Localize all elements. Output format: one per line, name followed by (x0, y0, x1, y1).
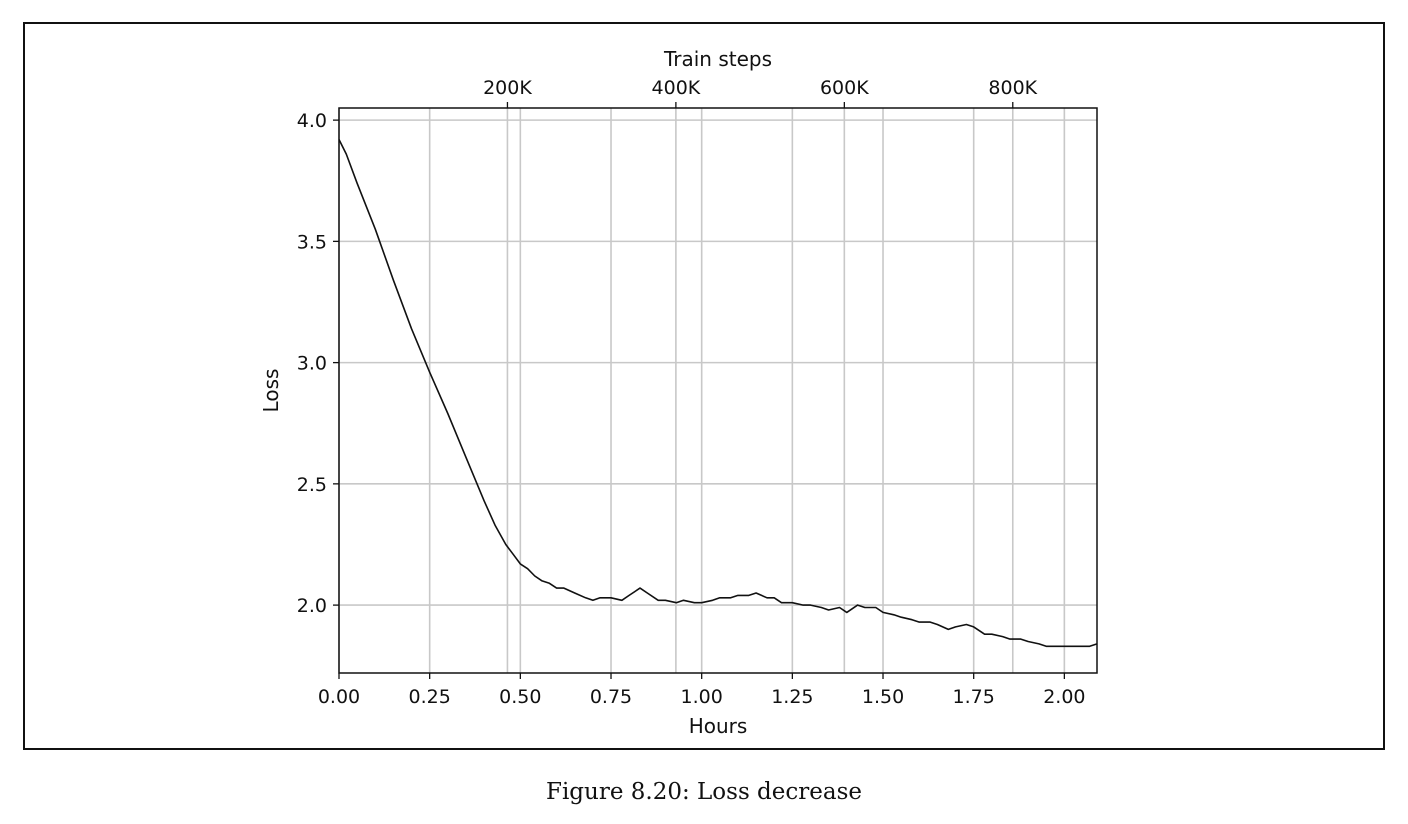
top-x-tick-label: 600K (820, 77, 869, 99)
axis-ticks: 0.00 0.25 0.50 0.75 1.00 1.25 1.50 1.75 2.00 2.0 2… (297, 77, 1086, 708)
y-tick-label: 3.0 (297, 353, 327, 375)
x-tick-label: 1.50 (862, 686, 904, 708)
x-tick-label: 1.00 (681, 686, 723, 708)
x-axis-title: Hours (689, 714, 748, 738)
top-x-axis-title: Train steps (663, 47, 772, 71)
loss-line-series (338, 139, 1098, 648)
loss-chart: 0.00 0.25 0.50 0.75 1.00 1.25 1.50 1.75 2.00 2.0 2… (259, 47, 1098, 738)
figure-frame (23, 22, 1385, 750)
y-tick-label: 2.0 (297, 595, 327, 617)
top-x-tick-label: 200K (483, 77, 532, 99)
x-tick-label: 0.50 (499, 686, 541, 708)
figure-caption: Figure 8.20: Loss decrease (545, 779, 863, 805)
plot-area-border (338, 107, 1098, 674)
x-tick-label: 0.75 (590, 686, 632, 708)
y-tick-label: 4.0 (297, 110, 327, 132)
y-tick-label: 2.5 (297, 474, 327, 496)
top-x-tick-label: 800K (988, 77, 1037, 99)
y-axis-title: Loss (259, 369, 283, 413)
top-x-tick-label: 400K (652, 77, 701, 99)
loss-line (338, 139, 1098, 648)
grid-lines (338, 108, 1097, 673)
y-tick-label: 3.5 (297, 231, 327, 253)
x-tick-label: 1.25 (771, 686, 813, 708)
x-tick-label: 2.00 (1043, 686, 1085, 708)
x-tick-label: 1.75 (953, 686, 995, 708)
x-tick-label: 0.25 (409, 686, 451, 708)
x-tick-label: 0.00 (318, 686, 360, 708)
